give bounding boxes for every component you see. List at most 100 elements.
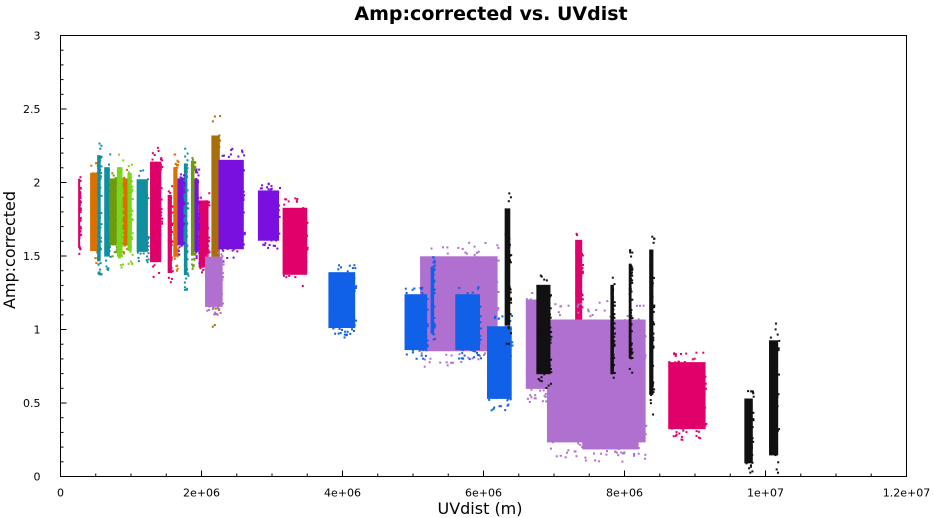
data-point: [749, 464, 752, 467]
data-point: [276, 205, 279, 208]
data-point: [751, 470, 754, 473]
data-point: [342, 324, 345, 327]
data-point: [575, 232, 578, 235]
data-point: [139, 231, 142, 234]
data-point: [176, 195, 179, 198]
data-point: [700, 377, 703, 379]
data-point: [128, 173, 131, 175]
data-point: [121, 199, 124, 202]
data-point: [752, 440, 755, 443]
point-cluster: [78, 176, 83, 255]
data-point: [487, 392, 490, 395]
data-point: [127, 183, 130, 186]
data-point: [173, 228, 176, 231]
data-point: [629, 447, 632, 449]
data-point: [128, 184, 131, 187]
data-point: [433, 264, 436, 267]
data-point: [353, 317, 356, 320]
data-point: [505, 222, 508, 225]
data-point: [142, 209, 145, 212]
data-point: [404, 287, 407, 290]
data-point: [498, 364, 501, 367]
data-point: [131, 189, 134, 192]
data-point: [607, 382, 610, 385]
data-point: [606, 450, 608, 453]
data-point: [137, 256, 140, 259]
data-point: [271, 191, 274, 194]
data-point: [293, 247, 296, 250]
data-point: [772, 440, 775, 442]
data-point: [770, 425, 772, 428]
data-point: [203, 236, 205, 239]
data-point: [170, 243, 173, 246]
data-point: [144, 240, 147, 243]
data-point: [284, 251, 287, 253]
x-tick-label: 0: [57, 487, 64, 500]
data-point: [488, 398, 491, 401]
data-point: [295, 221, 298, 224]
data-point: [180, 188, 183, 190]
data-point: [634, 427, 637, 430]
data-point: [445, 361, 448, 364]
data-point: [107, 177, 109, 180]
data-point: [304, 264, 307, 267]
data-point: [183, 182, 186, 185]
data-point: [351, 319, 354, 322]
data-point: [751, 390, 754, 393]
data-point: [242, 168, 245, 171]
data-point: [232, 226, 235, 229]
data-point: [217, 304, 220, 307]
data-point: [139, 216, 142, 219]
data-point: [121, 240, 124, 243]
data-point: [695, 434, 698, 437]
data-point: [349, 274, 352, 276]
data-point: [752, 418, 755, 421]
data-point: [624, 408, 627, 411]
data-point: [418, 341, 420, 344]
data-point: [775, 468, 778, 471]
data-point: [581, 355, 584, 358]
data-point: [528, 339, 531, 342]
data-point: [602, 350, 605, 353]
data-point: [614, 436, 617, 439]
data-point: [108, 163, 110, 166]
data-point: [167, 276, 170, 279]
data-point: [99, 262, 102, 265]
data-point: [437, 313, 440, 316]
data-point: [216, 266, 219, 269]
data-point: [464, 265, 467, 268]
data-point: [549, 313, 551, 316]
data-point: [353, 277, 356, 280]
data-point: [771, 426, 773, 429]
data-point: [629, 325, 631, 328]
data-point: [197, 228, 200, 231]
data-point: [417, 314, 419, 317]
data-point: [472, 325, 475, 328]
data-point: [432, 337, 435, 340]
data-point: [124, 210, 127, 213]
data-point: [546, 342, 548, 345]
data-point: [348, 264, 351, 267]
data-point: [612, 376, 615, 379]
data-point: [198, 262, 201, 265]
data-point: [343, 321, 346, 324]
data-point: [105, 189, 107, 192]
data-point: [619, 419, 622, 422]
data-point: [142, 211, 145, 214]
data-point: [345, 334, 348, 337]
data-point: [432, 272, 435, 275]
data-point: [212, 274, 215, 277]
data-point: [173, 153, 176, 156]
data-point: [528, 308, 530, 310]
data-point: [774, 418, 777, 421]
data-point: [429, 357, 432, 360]
data-point: [650, 313, 653, 316]
data-point: [95, 172, 98, 175]
data-point: [177, 204, 180, 207]
data-point: [565, 347, 568, 350]
data-point: [700, 410, 703, 412]
data-point: [412, 298, 415, 301]
data-point: [744, 431, 747, 434]
data-point: [213, 292, 216, 295]
data-point: [286, 221, 289, 224]
